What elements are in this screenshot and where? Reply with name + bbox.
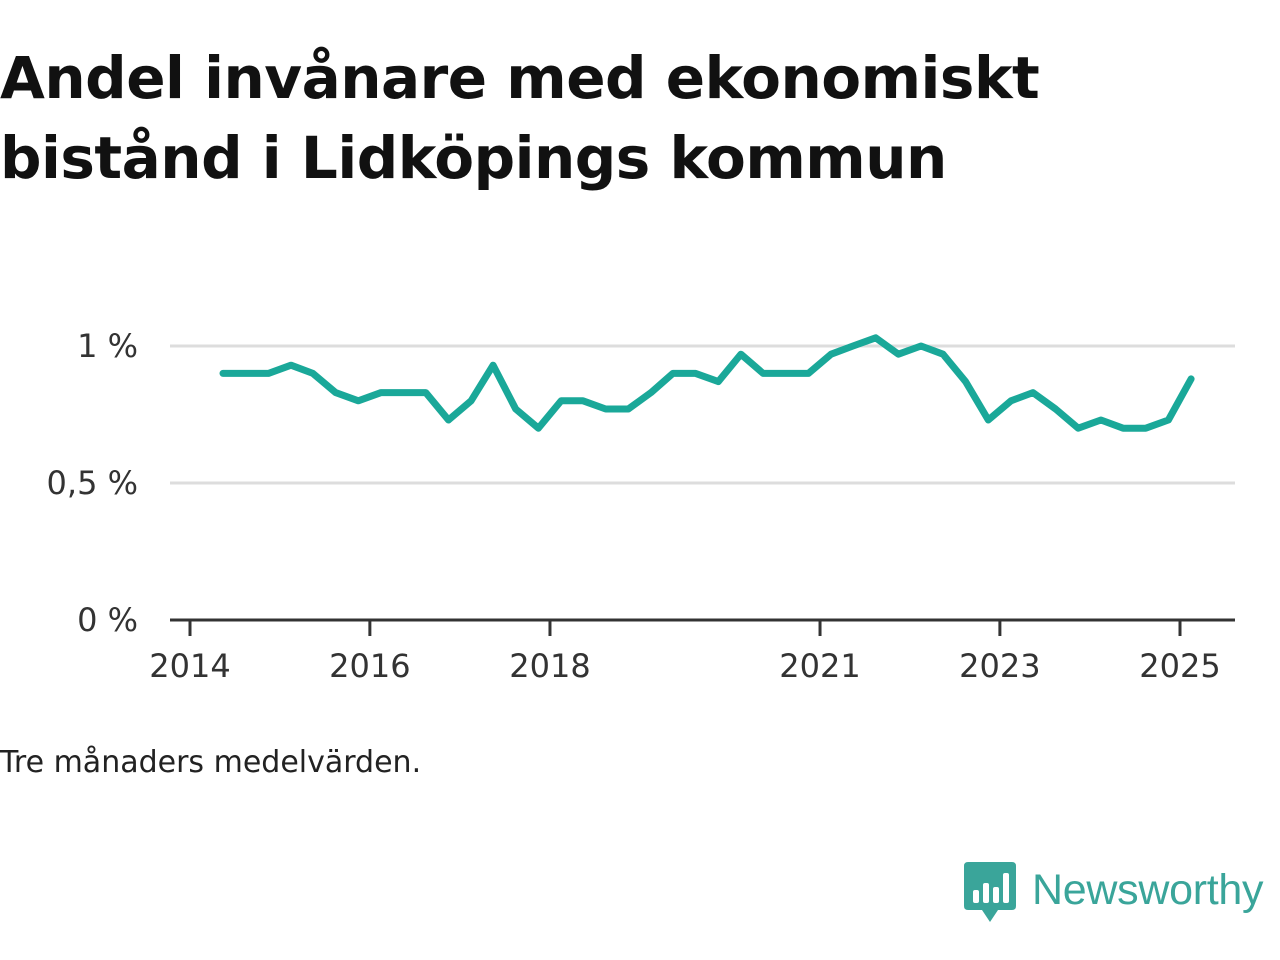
bar-chart-speech-bubble-icon	[964, 862, 1016, 922]
x-tick-label: 2021	[779, 647, 860, 685]
brand-logo: Newsworthy	[964, 862, 1263, 928]
y-tick-label: 0 %	[77, 601, 138, 639]
gridlines	[170, 344, 1235, 485]
x-tick-label: 2025	[1139, 647, 1220, 685]
x-tick-label: 2023	[959, 647, 1040, 685]
chart-title: Andel invånare med ekonomiskt bistånd i …	[0, 44, 1040, 192]
series-line	[219, 334, 1195, 432]
x-axis-ticks: 2014 2016 2018 2021 2023 2025	[149, 620, 1221, 685]
y-tick-label: 0,5 %	[47, 464, 138, 502]
brand-name: Newsworthy	[1032, 866, 1264, 914]
series-layer	[219, 334, 1195, 432]
x-tick-label: 2016	[329, 647, 410, 685]
y-axis-tick-labels: 0 % 0,5 % 1 %	[47, 327, 138, 639]
x-tick-label: 2018	[509, 647, 590, 685]
chart-note: Tre månaders medelvärden.	[0, 745, 422, 780]
x-tick-label: 2014	[149, 647, 230, 685]
y-tick-label: 1 %	[77, 327, 138, 365]
